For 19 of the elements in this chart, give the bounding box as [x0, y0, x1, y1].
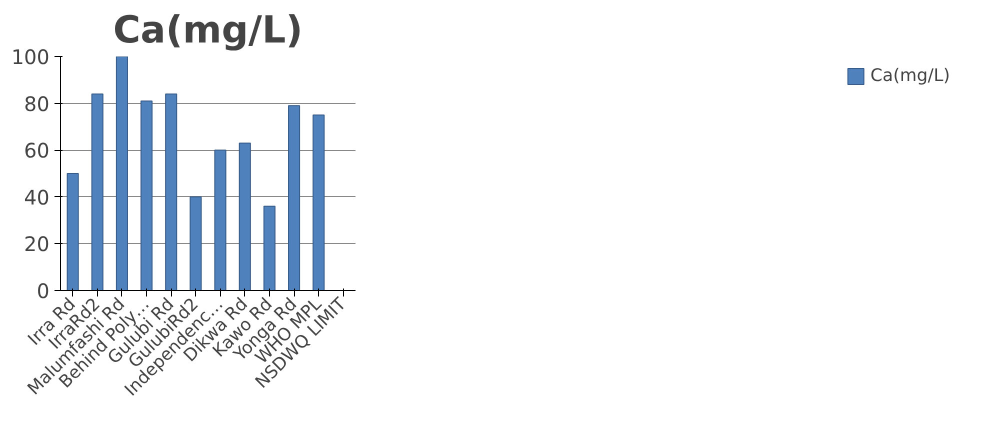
y-tick-label: 60 — [24, 138, 50, 163]
bar — [214, 150, 226, 290]
bar — [238, 142, 251, 290]
y-tick-label: 40 — [24, 185, 50, 210]
bar — [288, 105, 300, 290]
y-tick-label: 20 — [24, 232, 50, 256]
bar — [91, 93, 104, 290]
bar — [66, 173, 79, 290]
bar — [312, 114, 325, 290]
bar — [190, 196, 202, 290]
y-tick-label: 0 — [36, 279, 50, 303]
y-tick-label: 100 — [11, 45, 50, 69]
bar — [116, 56, 128, 290]
bar — [263, 206, 276, 290]
bar — [165, 93, 178, 290]
legend-label: Ca(mg/L) — [870, 66, 950, 86]
chart-title: Ca(mg/L) — [113, 8, 303, 52]
bar — [140, 100, 153, 290]
y-tick-label: 80 — [24, 92, 50, 116]
